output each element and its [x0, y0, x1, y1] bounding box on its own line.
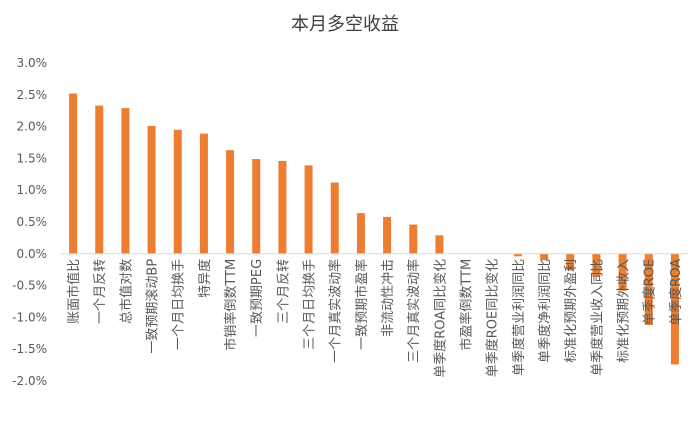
bar: [409, 224, 418, 254]
bar: [199, 133, 208, 254]
bar: [618, 253, 627, 291]
x-axis-category-labels: 账面市值比 一个月反转 总市值对数 一致预期滚动BP 一个月日均换手 特异度 市销率倒数TT…: [66, 259, 684, 378]
x-category-label: 单季度ROA: [668, 259, 684, 326]
y-tick-label: 2.5%: [17, 88, 48, 102]
bar: [226, 150, 235, 254]
y-tick-label: 0.5%: [17, 215, 48, 229]
y-tick-label: 0.0%: [17, 247, 48, 261]
bar: [670, 253, 679, 365]
bar: [121, 108, 130, 254]
y-tick-label: -1.0%: [12, 310, 47, 324]
x-category-label: 一个月反转: [93, 259, 108, 324]
bar: [330, 182, 339, 254]
bar: [435, 235, 444, 254]
x-category-label: 账面市值比: [66, 259, 82, 324]
x-category-label: 三个月日均换手: [303, 259, 318, 350]
bar: [513, 253, 522, 257]
y-tick-label: 3.0%: [17, 56, 48, 70]
y-axis-tick-labels: 3.0% 2.5% 2.0% 1.5% 1.0% 0.5% 0.0% -0.5% -1.0% -1…: [12, 56, 47, 388]
x-category-label: 市销率倒数TTM: [223, 259, 239, 351]
y-tick-label: 1.0%: [17, 183, 48, 197]
y-tick-label: -0.5%: [12, 279, 47, 293]
bar: [540, 253, 549, 261]
x-category-label: 单季度ROE: [642, 259, 658, 325]
bar: [69, 93, 78, 254]
x-category-label: 一致预期市盈率: [354, 259, 370, 350]
y-tick-label: -2.0%: [12, 374, 47, 388]
bar: [644, 253, 653, 326]
x-category-label: 标准化预期外盈利: [564, 259, 579, 363]
x-category-label: 三个月真实波动率: [406, 259, 422, 363]
bar: [278, 160, 287, 254]
x-category-label: 单季度营业利润同比: [511, 259, 527, 376]
bars: [69, 93, 679, 365]
x-category-label: 单季度营业收入同比: [589, 259, 605, 376]
bar: [252, 159, 261, 254]
x-category-label: 特异度: [197, 259, 213, 298]
x-category-label: 一个月真实波动率: [328, 259, 344, 363]
x-category-label: 单季度净利润同比: [537, 259, 553, 363]
x-category-label: 一个月日均换手: [172, 259, 187, 350]
x-category-label: 三个月反转: [276, 259, 291, 324]
y-tick-label: 2.0%: [17, 120, 48, 134]
x-category-label: 总市值对数: [118, 259, 134, 324]
x-category-label: 单季度ROA同比变化: [432, 259, 448, 378]
bar: [566, 253, 575, 271]
x-category-label: 单季度ROE同比变化: [485, 259, 501, 377]
x-category-label: 一致预期PEG: [250, 259, 265, 337]
bar: [147, 125, 156, 254]
bar: [356, 213, 365, 254]
x-category-label: 标准化预期外收入: [617, 259, 632, 363]
bar: [383, 216, 392, 254]
x-category-label: 市盈率倒数TTM: [459, 259, 475, 351]
bar: [592, 253, 601, 277]
y-tick-label: 1.5%: [17, 151, 48, 165]
chart-title: 本月多空收益: [291, 14, 399, 35]
x-category-label: 一致预期滚动BP: [145, 259, 161, 354]
y-tick-label: -1.5%: [12, 342, 47, 356]
bar: [304, 165, 313, 254]
bar: [95, 105, 104, 254]
x-category-label: 非流动性冲击: [381, 259, 396, 337]
bar: [173, 129, 182, 254]
